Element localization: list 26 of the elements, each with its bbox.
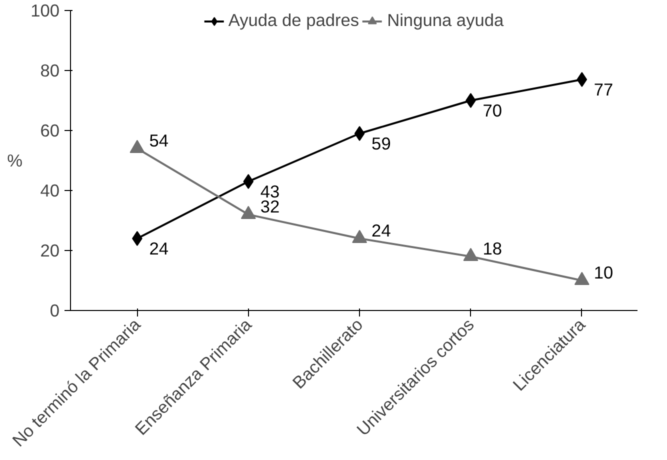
data-label: 18 <box>482 238 502 258</box>
data-label: 70 <box>482 100 502 120</box>
point <box>576 72 588 87</box>
data-label: 77 <box>594 80 614 100</box>
data-label: 24 <box>149 238 169 258</box>
data-label: 10 <box>594 262 614 282</box>
y-axis-title: % <box>7 150 23 170</box>
y-tick-label: 60 <box>40 120 60 140</box>
point <box>243 174 254 189</box>
legend-label: Ninguna ayuda <box>387 10 504 31</box>
point <box>130 140 145 154</box>
point <box>466 93 476 108</box>
point <box>240 206 256 220</box>
data-label: 24 <box>372 220 392 240</box>
point <box>574 272 590 286</box>
point <box>463 248 478 262</box>
y-tick-label: 100 <box>30 0 60 20</box>
y-tick-label: 0 <box>50 300 60 320</box>
y-tick-label: 80 <box>40 60 60 80</box>
data-label: 54 <box>149 130 169 150</box>
point <box>354 126 365 141</box>
legend-label: Ayuda de padres <box>228 10 360 31</box>
y-tick-label: 40 <box>40 180 60 200</box>
point <box>352 230 368 244</box>
y-tick-label: 20 <box>40 240 60 260</box>
data-label: 59 <box>372 134 391 154</box>
